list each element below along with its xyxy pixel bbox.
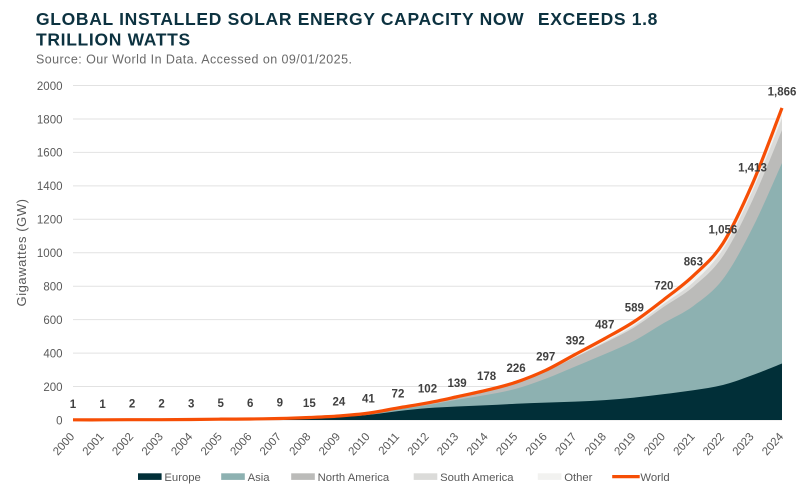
svg-text:1,056: 1,056 — [709, 224, 738, 236]
svg-text:863: 863 — [684, 257, 703, 269]
svg-text:1,413: 1,413 — [738, 162, 767, 174]
svg-text:1: 1 — [70, 399, 77, 411]
svg-text:2: 2 — [158, 399, 164, 411]
svg-text:600: 600 — [43, 315, 62, 327]
svg-text:Other: Other — [564, 472, 592, 484]
svg-text:Source: Our World In Data. Acc: Source: Our World In Data. Accessed on 0… — [36, 53, 352, 67]
svg-text:392: 392 — [566, 335, 585, 347]
svg-text:400: 400 — [43, 348, 62, 360]
svg-text:720: 720 — [654, 281, 673, 293]
svg-text:2000: 2000 — [37, 81, 63, 93]
svg-text:South America: South America — [440, 472, 514, 484]
svg-text:9: 9 — [277, 397, 283, 409]
svg-text:589: 589 — [625, 302, 644, 314]
svg-text:1600: 1600 — [37, 148, 63, 160]
svg-text:24: 24 — [332, 396, 345, 408]
svg-text:TRILLION WATTS: TRILLION WATTS — [36, 30, 191, 50]
svg-text:200: 200 — [43, 382, 62, 394]
svg-text:178: 178 — [477, 371, 497, 383]
svg-text:1: 1 — [99, 399, 106, 411]
svg-text:6: 6 — [247, 398, 253, 410]
svg-text:41: 41 — [362, 394, 375, 406]
svg-text:226: 226 — [507, 363, 526, 375]
svg-text:3: 3 — [188, 399, 194, 411]
svg-text:15: 15 — [303, 398, 316, 410]
svg-text:1,866: 1,866 — [768, 87, 797, 99]
svg-text:GLOBAL INSTALLED SOLAR ENERGY: GLOBAL INSTALLED SOLAR ENERGY CAPACITY N… — [36, 9, 658, 29]
svg-text:1400: 1400 — [37, 181, 63, 193]
svg-text:5: 5 — [218, 398, 225, 410]
svg-text:800: 800 — [43, 282, 62, 294]
svg-text:1000: 1000 — [37, 248, 63, 260]
svg-text:139: 139 — [447, 378, 466, 390]
svg-text:487: 487 — [595, 320, 614, 332]
svg-text:Asia: Asia — [248, 472, 271, 484]
svg-text:297: 297 — [536, 351, 555, 363]
svg-text:2: 2 — [129, 399, 135, 411]
svg-text:1200: 1200 — [37, 215, 63, 227]
svg-text:0: 0 — [56, 415, 62, 427]
svg-text:72: 72 — [392, 388, 405, 400]
svg-text:Gigawattes (GW): Gigawattes (GW) — [14, 199, 29, 307]
svg-text:1800: 1800 — [37, 114, 63, 126]
svg-text:World: World — [640, 472, 669, 484]
svg-text:102: 102 — [418, 383, 437, 395]
svg-text:Europe: Europe — [164, 472, 200, 484]
svg-text:North America: North America — [318, 472, 390, 484]
